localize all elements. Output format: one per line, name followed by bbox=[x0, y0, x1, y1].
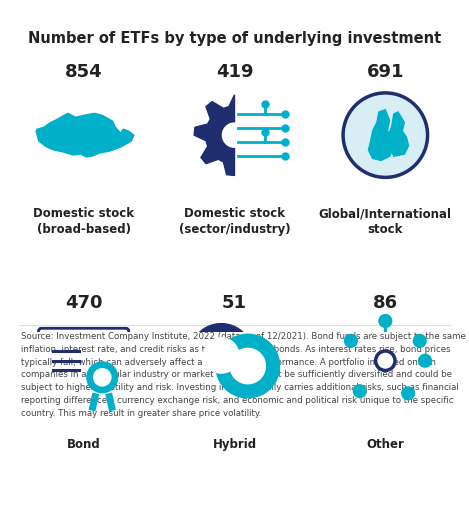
Polygon shape bbox=[204, 338, 239, 373]
Circle shape bbox=[353, 384, 367, 398]
Text: Hybrid: Hybrid bbox=[212, 437, 257, 450]
Text: Number of ETFs by type of underlying investment: Number of ETFs by type of underlying inv… bbox=[28, 32, 441, 47]
Text: Domestic stock
(broad-based): Domestic stock (broad-based) bbox=[33, 207, 134, 236]
Circle shape bbox=[376, 351, 395, 371]
Polygon shape bbox=[36, 113, 134, 157]
Text: 691: 691 bbox=[367, 63, 404, 81]
Circle shape bbox=[93, 368, 112, 387]
Polygon shape bbox=[343, 93, 428, 177]
Text: Global/International
stock: Global/International stock bbox=[319, 207, 452, 236]
Circle shape bbox=[378, 314, 393, 328]
Polygon shape bbox=[230, 348, 265, 384]
Text: 470: 470 bbox=[65, 294, 102, 312]
FancyBboxPatch shape bbox=[38, 328, 129, 393]
Polygon shape bbox=[216, 334, 280, 398]
Polygon shape bbox=[369, 110, 394, 160]
Polygon shape bbox=[189, 324, 253, 387]
Text: Bond: Bond bbox=[67, 437, 100, 450]
Circle shape bbox=[86, 361, 118, 393]
Polygon shape bbox=[194, 95, 234, 175]
Text: Other: Other bbox=[366, 437, 404, 450]
Circle shape bbox=[418, 354, 432, 368]
Circle shape bbox=[401, 386, 415, 400]
Text: 854: 854 bbox=[65, 63, 103, 81]
Text: 51: 51 bbox=[222, 294, 247, 312]
Text: Domestic stock
(sector/industry): Domestic stock (sector/industry) bbox=[179, 207, 290, 236]
Circle shape bbox=[413, 334, 427, 348]
Text: 86: 86 bbox=[373, 294, 398, 312]
Text: 419: 419 bbox=[216, 63, 253, 81]
Polygon shape bbox=[222, 123, 247, 147]
Polygon shape bbox=[387, 112, 408, 156]
Circle shape bbox=[344, 334, 358, 348]
Text: Source: Investment Company Institute, 2022 (data as of 12/2021). Bond funds are : Source: Investment Company Institute, 20… bbox=[21, 332, 466, 418]
